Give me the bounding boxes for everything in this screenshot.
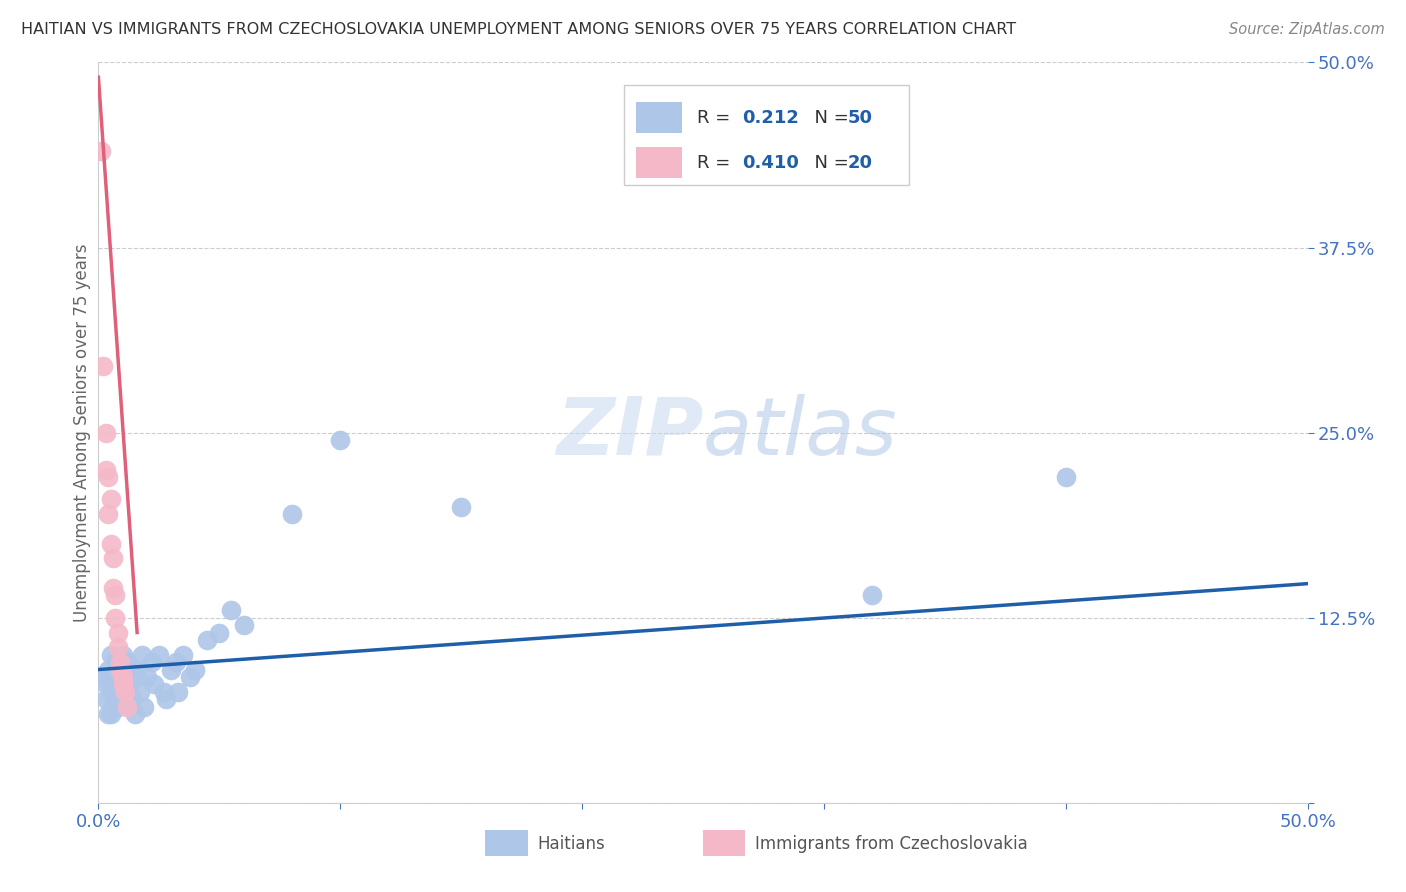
Bar: [637, 147, 682, 178]
Bar: [703, 830, 745, 856]
Point: [100, 536, 122, 550]
Point: [281, 507, 304, 521]
Point: [108, 655, 131, 669]
Point: [101, 670, 124, 684]
Point: [101, 551, 124, 566]
Text: N =: N =: [803, 153, 855, 171]
Point: [167, 685, 190, 699]
Point: [152, 685, 174, 699]
Point: [91, 670, 114, 684]
Point: [104, 589, 127, 603]
Point: [107, 640, 129, 655]
Point: [155, 692, 177, 706]
Point: [127, 670, 149, 684]
Point: [208, 625, 231, 640]
Point: [172, 648, 194, 662]
Point: [97, 706, 120, 721]
Point: [104, 655, 127, 669]
Point: [111, 670, 134, 684]
Bar: [485, 830, 527, 856]
Point: [165, 655, 187, 669]
Text: Haitians: Haitians: [537, 835, 605, 853]
Point: [221, 603, 243, 617]
Point: [97, 507, 120, 521]
Text: 20: 20: [848, 153, 873, 171]
Point: [108, 670, 131, 684]
Point: [141, 655, 163, 669]
Point: [450, 500, 472, 514]
Point: [118, 677, 141, 691]
Y-axis label: Unemployment Among Seniors over 75 years: Unemployment Among Seniors over 75 years: [73, 244, 91, 622]
Point: [108, 655, 131, 669]
Point: [108, 663, 131, 677]
Point: [124, 706, 146, 721]
Point: [117, 685, 139, 699]
Point: [111, 677, 134, 691]
Point: [111, 692, 134, 706]
Text: 50: 50: [848, 109, 873, 127]
Point: [117, 655, 139, 669]
FancyBboxPatch shape: [624, 85, 908, 185]
Point: [184, 663, 207, 677]
Point: [97, 470, 120, 484]
Point: [111, 648, 134, 662]
Point: [179, 670, 201, 684]
Text: R =: R =: [697, 109, 735, 127]
Point: [121, 692, 143, 706]
Point: [104, 677, 127, 691]
Point: [117, 699, 139, 714]
Point: [232, 618, 254, 632]
Point: [90, 145, 112, 159]
Text: N =: N =: [803, 109, 855, 127]
Point: [107, 685, 129, 699]
Text: HAITIAN VS IMMIGRANTS FROM CZECHOSLOVAKIA UNEMPLOYMENT AMONG SENIORS OVER 75 YEA: HAITIAN VS IMMIGRANTS FROM CZECHOSLOVAKI…: [21, 22, 1017, 37]
Point: [148, 648, 170, 662]
Text: 0.410: 0.410: [742, 153, 799, 171]
Point: [91, 359, 114, 373]
Point: [1054, 470, 1077, 484]
Point: [94, 677, 117, 691]
Point: [143, 677, 166, 691]
Point: [107, 625, 129, 640]
Point: [135, 670, 157, 684]
Point: [97, 663, 120, 677]
Point: [100, 648, 122, 662]
Text: Source: ZipAtlas.com: Source: ZipAtlas.com: [1229, 22, 1385, 37]
Point: [94, 425, 117, 440]
Point: [131, 648, 153, 662]
Text: Immigrants from Czechoslovakia: Immigrants from Czechoslovakia: [755, 835, 1028, 853]
Point: [195, 632, 218, 647]
Point: [94, 462, 117, 476]
Point: [160, 663, 183, 677]
Text: atlas: atlas: [703, 393, 898, 472]
Point: [94, 692, 117, 706]
Point: [329, 433, 352, 447]
Text: R =: R =: [697, 153, 735, 171]
Point: [101, 581, 124, 595]
Point: [100, 685, 122, 699]
Point: [101, 699, 124, 714]
Point: [100, 706, 122, 721]
Text: 0.212: 0.212: [742, 109, 799, 127]
Bar: [637, 102, 682, 133]
Point: [134, 699, 156, 714]
Point: [100, 492, 122, 507]
Point: [107, 699, 129, 714]
Point: [114, 677, 136, 691]
Point: [104, 610, 127, 624]
Point: [860, 589, 883, 603]
Point: [114, 685, 136, 699]
Point: [128, 685, 150, 699]
Text: ZIP: ZIP: [555, 393, 703, 472]
Point: [124, 663, 146, 677]
